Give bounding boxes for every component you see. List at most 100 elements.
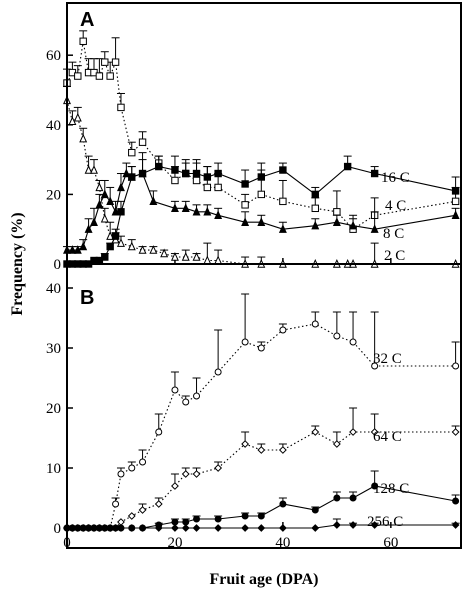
series-16c-point <box>370 169 379 178</box>
series-8c-point <box>203 206 212 216</box>
series-64c-point <box>181 470 190 478</box>
series-8c-point <box>311 220 320 230</box>
series-4c-point <box>333 208 341 216</box>
series-4c-point <box>192 176 201 185</box>
series-8c-point <box>170 203 179 213</box>
series-128c-point <box>349 494 357 502</box>
series-32c-point <box>257 344 265 352</box>
series-2c-point <box>214 255 223 265</box>
series-256c-point <box>106 524 115 532</box>
series-128c-point <box>214 515 222 523</box>
plot-frame <box>66 2 462 549</box>
series-8c-point <box>181 203 190 213</box>
y-tick-label: 20 <box>46 401 61 417</box>
series-256c-point <box>73 524 82 532</box>
series-128c-point <box>371 482 379 490</box>
series-2c-point <box>68 116 77 126</box>
series-256c-point <box>117 524 125 532</box>
series-16c-point <box>257 173 266 181</box>
series-32c-point <box>193 392 201 400</box>
series-16c-point <box>171 166 179 174</box>
series-256c-point <box>349 521 357 529</box>
series-4c-point <box>214 183 222 192</box>
series-256c-point <box>257 524 266 532</box>
series-label-4c: 4 C <box>385 198 406 214</box>
series-256c-point <box>95 524 104 532</box>
series-64c-point <box>311 428 320 436</box>
series-8c-point <box>116 182 125 192</box>
series-2c-point <box>138 245 147 254</box>
series-label-8c: 8 C <box>383 226 404 242</box>
series-label-16c: 16 C <box>381 170 410 186</box>
y-tick-label: 0 <box>54 521 62 537</box>
series-64c-point <box>138 506 147 514</box>
series-256c-point <box>171 524 179 532</box>
series-256c-point <box>100 524 109 532</box>
series-8c-point <box>214 210 223 219</box>
series-32c-point <box>279 326 287 334</box>
series-256c-point <box>111 524 120 532</box>
series-4c-point <box>101 58 109 66</box>
series-4c-point <box>79 37 87 45</box>
series-256c-point <box>451 521 460 529</box>
series-2c-point <box>181 252 190 261</box>
series-8c-point <box>278 224 287 233</box>
series-2c-point <box>95 182 104 192</box>
series-4c-point <box>311 204 319 213</box>
series-256c-point <box>214 524 223 532</box>
panel-a-chart: A 0 20 40 60 16 C 4 C 8 C 2 C <box>46 9 460 273</box>
series-label-128c: 128 C <box>373 481 409 497</box>
series-label-256c: 256 C <box>367 514 403 530</box>
series-8c-point <box>451 210 460 219</box>
series-64c-point <box>241 440 250 448</box>
series-8c-point <box>122 168 131 178</box>
series-8c-point <box>73 245 82 254</box>
series-128c-point <box>279 500 287 508</box>
series-4c-point <box>241 201 249 209</box>
series-16c-point <box>279 166 287 174</box>
series-16c-point <box>311 190 319 199</box>
series-128c-point <box>452 497 460 505</box>
series-16c-point <box>155 162 163 171</box>
series-32c-point <box>452 362 460 370</box>
series-8c-point <box>349 220 358 230</box>
series-label-2c: 2 C <box>384 248 405 264</box>
y-tick-label: 40 <box>46 118 61 134</box>
series-4c-point <box>203 183 212 192</box>
series-64c-point <box>278 446 287 454</box>
series-256c-point <box>68 524 77 532</box>
series-32c-point <box>182 398 190 406</box>
series-2c-point <box>203 255 212 265</box>
series-8c-point <box>192 206 201 216</box>
series-64c-point <box>171 482 179 490</box>
series-32c-point <box>128 464 136 472</box>
series-4c-point <box>111 58 120 66</box>
series-8c-point <box>149 196 158 206</box>
series-16c-point <box>192 169 201 178</box>
series-32c-point <box>311 320 319 328</box>
series-64c-point <box>192 470 201 478</box>
series-8c-point <box>90 217 98 226</box>
series-2c-point <box>100 213 109 223</box>
series-16c-point <box>117 208 125 216</box>
series-8c-point <box>257 217 266 226</box>
series-32c-point <box>117 470 125 478</box>
series-64c-point <box>451 428 460 436</box>
y-tick-label: 10 <box>46 461 61 477</box>
series-4c-point <box>128 148 136 157</box>
series-64c-point <box>214 464 223 472</box>
series-32c-point <box>349 338 357 346</box>
series-32c-point <box>171 386 179 394</box>
series-8c-point <box>95 199 104 209</box>
series-4c-point <box>171 176 179 185</box>
series-16c-point <box>182 169 190 178</box>
series-8c-point <box>106 196 115 206</box>
series-128c-point <box>311 506 319 514</box>
series-16c-point <box>203 173 212 181</box>
panel-a-label: A <box>80 9 94 31</box>
series-2c-point <box>84 165 93 174</box>
y-tick-label: 20 <box>46 187 61 203</box>
series-128c-point <box>257 512 265 520</box>
series-2c-point <box>160 248 169 258</box>
